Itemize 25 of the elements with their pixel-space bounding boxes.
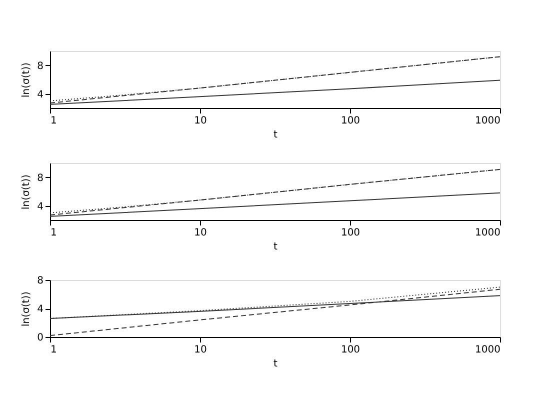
x-tick-label: 100 — [340, 116, 360, 126]
x-tick-label: 1 — [50, 116, 57, 126]
x-tick-label: 1 — [50, 344, 57, 356]
y-tick-label: 0 — [37, 332, 44, 344]
x-axis-title: t — [274, 242, 278, 252]
x-axis-title: t — [274, 130, 278, 140]
x-tick-label: 1000 — [475, 344, 500, 356]
y-tick-label: 4 — [37, 201, 44, 212]
x-tick-label: 10 — [194, 116, 207, 126]
x-tick-label: 100 — [340, 344, 360, 356]
y-tick-label: 8 — [37, 172, 44, 184]
x-tick-label: 100 — [340, 228, 360, 238]
y-tick-label: 4 — [37, 89, 44, 100]
y-axis-title: ln(σ(t)) — [21, 174, 32, 210]
y-axis-title: ln(σ(t)) — [21, 291, 32, 326]
y-axis-title: ln(σ(t)) — [21, 62, 32, 98]
x-axis-title: t — [274, 358, 278, 370]
y-tick-label: 8 — [37, 60, 44, 72]
x-tick-label: 10 — [194, 344, 207, 356]
x-tick-label: 1000 — [475, 228, 500, 238]
y-tick-label: 8 — [37, 276, 44, 286]
x-tick-label: 1000 — [475, 116, 500, 126]
x-tick-label: 1 — [50, 228, 57, 238]
y-tick-label: 4 — [37, 304, 44, 315]
x-tick-label: 10 — [194, 228, 207, 238]
